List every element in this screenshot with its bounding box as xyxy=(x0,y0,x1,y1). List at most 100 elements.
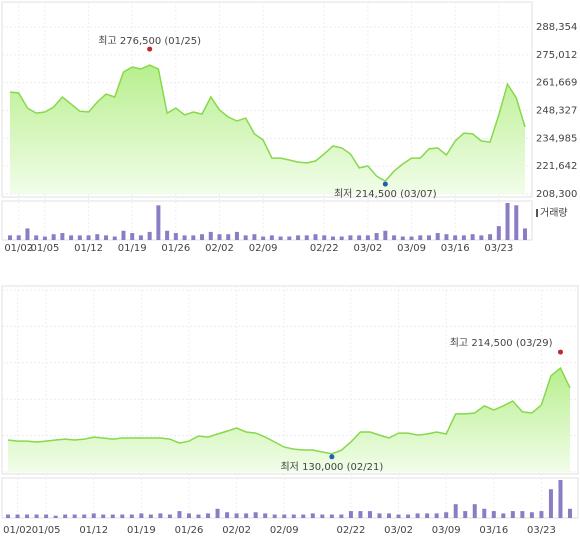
volume-bar xyxy=(301,514,306,518)
volume-bar xyxy=(86,235,91,240)
x-tick-label: 02/09 xyxy=(270,525,299,536)
volume-bar xyxy=(322,235,327,240)
volume-bar xyxy=(173,233,178,240)
x-tick-label: 01/02 xyxy=(3,525,32,536)
volume-bar xyxy=(72,514,77,518)
x-tick-label: 01/05 xyxy=(31,243,60,254)
volume-bar xyxy=(444,234,449,240)
volume-bar xyxy=(425,513,430,518)
volume-bar xyxy=(539,511,544,518)
x-tick-label: 01/12 xyxy=(74,243,103,254)
volume-bar xyxy=(510,511,515,518)
volume-bar xyxy=(263,513,268,518)
y-tick-label: 288,354 xyxy=(536,22,577,33)
volume-bar xyxy=(505,203,510,240)
volume-frame xyxy=(1,200,533,241)
low-label: 최저 130,000 (02/21) xyxy=(280,461,383,473)
volume-bar xyxy=(377,513,382,518)
x-tick-label: 03/23 xyxy=(527,525,556,536)
volume-bar xyxy=(104,235,109,240)
plot-frame xyxy=(1,285,579,475)
volume-bar xyxy=(406,514,411,518)
volume-bar xyxy=(470,234,475,240)
volume-bar xyxy=(479,235,484,240)
volume-bar xyxy=(367,511,372,518)
volume-bar xyxy=(304,235,309,240)
volume-bar xyxy=(453,235,458,240)
volume-bar xyxy=(261,236,266,240)
volume-bar xyxy=(330,236,335,240)
volume-bar xyxy=(529,512,534,518)
volume-bar xyxy=(177,511,182,518)
volume-bar xyxy=(374,233,379,240)
volume-bar xyxy=(121,230,126,240)
volume-bar xyxy=(95,234,100,240)
volume-bar xyxy=(63,514,68,518)
volume-bar xyxy=(69,235,74,240)
volume-bar xyxy=(182,235,187,240)
volume-bar xyxy=(165,230,170,240)
volume-bar xyxy=(53,515,58,518)
volume-bar xyxy=(91,513,96,518)
volume-bar xyxy=(426,235,431,240)
area-fill xyxy=(10,65,525,194)
volume-bar xyxy=(482,508,487,518)
volume-bar xyxy=(387,513,392,518)
volume-bar xyxy=(243,235,248,240)
volume-bar xyxy=(520,511,525,518)
volume-bar xyxy=(252,234,257,240)
price-line xyxy=(7,366,571,455)
volume-bar xyxy=(16,235,21,240)
volume-bar xyxy=(365,235,370,240)
volume-bar xyxy=(400,236,405,240)
volume-bar xyxy=(339,236,344,240)
volume-bar xyxy=(357,235,362,240)
volume-bar xyxy=(409,236,414,240)
volume-bar xyxy=(226,234,231,240)
volume-bar xyxy=(186,513,191,518)
y-tick-label: 261,669 xyxy=(536,78,577,89)
price-line xyxy=(9,64,526,183)
volume-label: 거래량 xyxy=(540,207,568,219)
volume-bar xyxy=(34,514,39,518)
volume-bar xyxy=(418,235,423,240)
x-tick-label: 03/16 xyxy=(441,243,470,254)
volume-bar xyxy=(217,234,222,240)
volume-bar xyxy=(461,235,466,240)
y-tick-label: 248,327 xyxy=(536,106,577,117)
volume-bar xyxy=(25,228,30,240)
volume-bar xyxy=(396,514,401,518)
low-label: 최저 214,500 (03/07) xyxy=(334,188,437,200)
plot-frame xyxy=(1,1,533,198)
volume-bar xyxy=(514,205,519,240)
volume-bar xyxy=(147,231,152,240)
volume-bar xyxy=(167,514,172,518)
volume-bar xyxy=(348,235,353,240)
volume-bar xyxy=(548,489,553,518)
volume-bar xyxy=(392,235,397,240)
volume-bar xyxy=(291,514,296,518)
volume-bar xyxy=(8,235,12,240)
x-tick-label: 02/09 xyxy=(249,243,278,254)
volume-bar xyxy=(200,234,205,240)
volume-bar xyxy=(60,233,65,240)
x-tick-label: 02/22 xyxy=(310,243,339,254)
volume-bar xyxy=(269,235,274,240)
volume-bar xyxy=(444,512,449,518)
volume-bar xyxy=(234,513,239,518)
volume-bar xyxy=(358,511,363,518)
low-marker xyxy=(329,454,335,460)
x-tick-label: 01/02 xyxy=(4,243,33,254)
low-marker xyxy=(382,181,388,187)
volume-bar xyxy=(313,234,318,240)
volume-bar xyxy=(523,228,527,240)
volume-bar xyxy=(225,512,230,518)
volume-bar xyxy=(110,514,115,518)
y-tick-label: 234,985 xyxy=(536,133,577,144)
volume-bar xyxy=(329,514,334,518)
high-marker xyxy=(147,46,153,52)
x-tick-label: 01/19 xyxy=(127,525,156,536)
x-tick-label: 01/26 xyxy=(175,525,204,536)
volume-bar xyxy=(339,514,344,518)
volume-bar xyxy=(282,514,287,518)
